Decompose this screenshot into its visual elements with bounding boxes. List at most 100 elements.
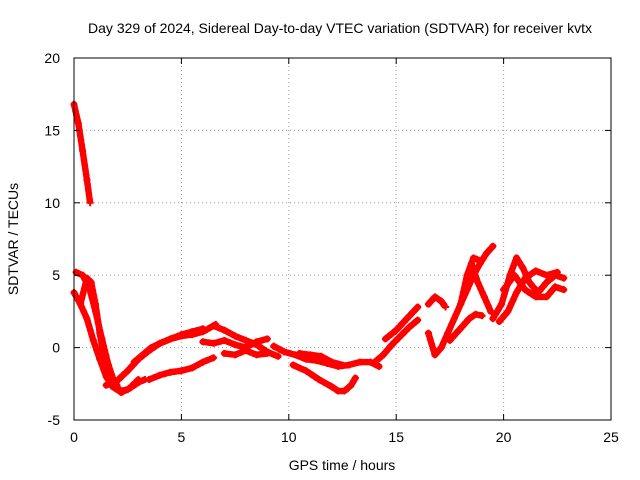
data-point — [437, 344, 445, 352]
grid-lines — [74, 58, 611, 420]
data-point — [83, 274, 91, 282]
data-point — [431, 351, 439, 359]
data-point — [543, 293, 551, 301]
data-point — [74, 119, 82, 127]
data-point — [424, 329, 432, 337]
data-point — [107, 373, 115, 381]
data-point — [553, 268, 561, 276]
tick-labels: 0 5 10 15 20 25 -5 0 5 10 15 20 — [44, 50, 619, 445]
x-tick-label: 10 — [281, 429, 297, 445]
y-tick-label: 0 — [52, 340, 60, 356]
series-arc-15 — [381, 303, 422, 343]
series-arc-1 — [70, 100, 94, 207]
x-tick-label: 5 — [178, 429, 186, 445]
data-point — [463, 271, 471, 279]
data-point — [188, 328, 196, 336]
data-point — [371, 358, 379, 366]
data-point — [446, 336, 454, 344]
data-point — [177, 367, 185, 375]
series-trace — [468, 260, 494, 315]
y-tick-label: 20 — [44, 50, 60, 66]
data-point — [512, 254, 520, 262]
series-trace — [425, 293, 449, 311]
data-point — [315, 375, 323, 383]
data-point — [379, 351, 387, 359]
data-point — [465, 315, 473, 323]
data-point — [124, 367, 132, 375]
data-point — [551, 283, 559, 291]
data-point — [500, 286, 508, 294]
data-point — [450, 315, 458, 323]
data-point — [91, 300, 99, 308]
series-trace — [382, 303, 421, 343]
data-point — [317, 352, 325, 360]
data-point — [86, 199, 94, 207]
data-point — [431, 293, 439, 301]
data-point — [388, 341, 396, 349]
data-point — [476, 257, 484, 265]
plot-frame — [73, 57, 612, 421]
data-series — [70, 100, 568, 396]
data-point — [487, 307, 495, 315]
x-tick-label: 25 — [603, 429, 619, 445]
data-point — [220, 336, 228, 344]
y-tick-label: 15 — [44, 122, 60, 138]
series-arc-17 — [446, 310, 486, 344]
data-point — [87, 278, 95, 286]
data-point — [375, 362, 383, 370]
series-arc-6 — [130, 325, 207, 366]
data-point — [480, 293, 488, 301]
data-point — [560, 286, 568, 294]
data-point — [356, 358, 364, 366]
data-point — [543, 271, 551, 279]
series-arc-7 — [145, 354, 218, 383]
data-point — [306, 351, 314, 359]
data-point — [289, 361, 297, 369]
data-point — [145, 375, 153, 383]
data-point — [156, 339, 164, 347]
data-point — [263, 335, 271, 343]
data-point — [519, 264, 527, 272]
data-point — [113, 377, 121, 385]
data-point — [339, 361, 346, 369]
data-point — [482, 249, 490, 257]
x-tick-label: 15 — [388, 429, 404, 445]
data-point — [470, 254, 478, 262]
data-point — [199, 338, 207, 346]
data-point — [231, 341, 239, 349]
series-trace — [371, 316, 421, 366]
data-point — [497, 300, 505, 308]
series-arc-23 — [495, 267, 561, 326]
data-point — [504, 307, 512, 315]
data-point — [543, 278, 551, 286]
data-point — [347, 381, 355, 389]
data-point — [199, 325, 207, 333]
y-tick-label: 10 — [44, 195, 60, 211]
data-point — [210, 354, 218, 362]
data-point — [452, 329, 460, 337]
data-point — [76, 300, 84, 308]
data-point — [79, 147, 87, 155]
data-point — [220, 349, 228, 357]
data-point — [532, 267, 540, 275]
data-point — [525, 278, 533, 286]
data-point — [392, 326, 400, 334]
data-point — [83, 176, 91, 184]
series-arc-22 — [500, 271, 568, 301]
data-point — [459, 322, 467, 330]
data-point — [96, 329, 104, 337]
data-point — [147, 344, 155, 352]
data-point — [328, 383, 336, 391]
data-point — [302, 367, 310, 375]
data-point — [467, 260, 475, 268]
y-tick-label: 5 — [52, 267, 60, 283]
data-point — [220, 326, 228, 334]
data-point — [89, 336, 97, 344]
data-point — [242, 346, 250, 354]
data-point — [231, 332, 239, 340]
series-arc-18 — [424, 293, 450, 311]
series-arc-10 — [220, 346, 271, 359]
data-point — [442, 303, 450, 311]
series-arc-20 — [467, 260, 495, 315]
